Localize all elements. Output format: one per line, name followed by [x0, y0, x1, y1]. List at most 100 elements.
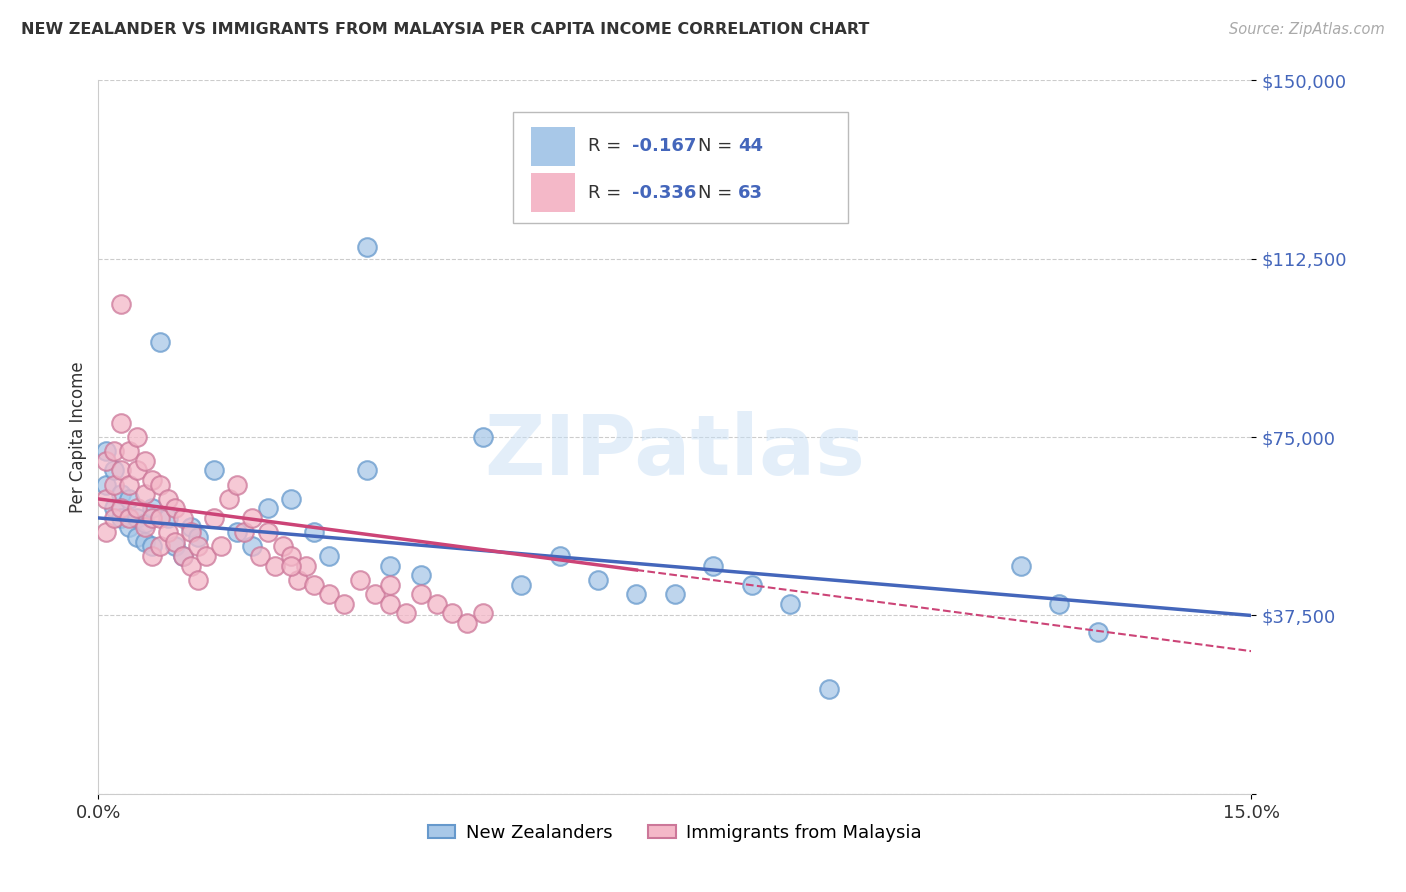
Point [411, 568, 433, 582]
Point [356, 240, 378, 254]
Point [103, 477, 125, 491]
Point [240, 511, 263, 525]
Text: R =: R = [589, 184, 627, 202]
Point [110, 463, 132, 477]
Point [318, 587, 340, 601]
Point [586, 573, 609, 587]
Point [110, 487, 132, 501]
Point [280, 558, 302, 573]
Point [172, 511, 194, 525]
FancyBboxPatch shape [531, 173, 575, 212]
Point [134, 520, 156, 534]
Point [510, 577, 533, 591]
Point [149, 511, 172, 525]
Text: R =: R = [589, 137, 627, 155]
Point [817, 682, 839, 697]
Point [741, 577, 763, 591]
Point [180, 558, 202, 573]
Point [1047, 597, 1070, 611]
Point [149, 540, 172, 554]
Point [110, 416, 132, 430]
Point [94, 454, 117, 468]
Point [110, 501, 132, 516]
Point [141, 549, 163, 563]
Point [626, 587, 648, 601]
Point [249, 549, 271, 563]
Text: Source: ZipAtlas.com: Source: ZipAtlas.com [1229, 22, 1385, 37]
Point [702, 558, 724, 573]
Point [118, 444, 141, 458]
Point [134, 487, 156, 501]
Point [240, 540, 263, 554]
Point [225, 477, 247, 491]
Point [295, 558, 318, 573]
Text: 44: 44 [738, 137, 763, 155]
FancyBboxPatch shape [513, 112, 848, 223]
Point [1010, 558, 1032, 573]
Point [180, 525, 202, 540]
Point [280, 549, 302, 563]
Y-axis label: Per Capita Income: Per Capita Income [69, 361, 87, 513]
Point [548, 549, 571, 563]
Point [287, 573, 309, 587]
Point [125, 511, 148, 525]
Point [180, 520, 202, 534]
Point [202, 511, 225, 525]
Point [141, 501, 163, 516]
Point [141, 540, 163, 554]
Point [94, 444, 117, 458]
Point [141, 473, 163, 487]
Text: ZIPatlas: ZIPatlas [485, 411, 865, 491]
Point [302, 525, 325, 540]
Point [125, 501, 148, 516]
Point [141, 511, 163, 525]
Text: -0.336: -0.336 [633, 184, 696, 202]
Point [456, 615, 478, 630]
Point [103, 501, 125, 516]
Point [156, 491, 179, 506]
Point [395, 606, 418, 620]
Point [264, 558, 287, 573]
Point [187, 530, 209, 544]
Point [165, 534, 187, 549]
Point [172, 549, 194, 563]
Point [380, 597, 402, 611]
Point [118, 491, 141, 506]
Point [134, 454, 156, 468]
Point [256, 525, 278, 540]
Point [103, 463, 125, 477]
Point [165, 540, 187, 554]
Point [218, 491, 240, 506]
Point [380, 577, 402, 591]
Point [125, 430, 148, 444]
Point [103, 511, 125, 525]
Point [134, 534, 156, 549]
Point [172, 549, 194, 563]
Point [195, 549, 218, 563]
Point [118, 511, 141, 525]
Point [1087, 625, 1109, 640]
Point [118, 520, 141, 534]
Point [364, 587, 387, 601]
Point [664, 587, 686, 601]
Point [187, 540, 209, 554]
Text: N =: N = [697, 184, 738, 202]
Point [471, 430, 494, 444]
Point [280, 491, 302, 506]
Point [209, 540, 232, 554]
Point [134, 516, 156, 530]
Text: -0.167: -0.167 [633, 137, 696, 155]
Point [94, 491, 117, 506]
Legend: New Zealanders, Immigrants from Malaysia: New Zealanders, Immigrants from Malaysia [420, 817, 929, 849]
Point [110, 511, 132, 525]
Point [165, 501, 187, 516]
Point [202, 463, 225, 477]
Point [110, 297, 132, 311]
Point [318, 549, 340, 563]
Point [380, 558, 402, 573]
Point [356, 463, 378, 477]
Text: 63: 63 [738, 184, 763, 202]
Point [333, 597, 356, 611]
Point [233, 525, 256, 540]
Point [149, 334, 172, 349]
